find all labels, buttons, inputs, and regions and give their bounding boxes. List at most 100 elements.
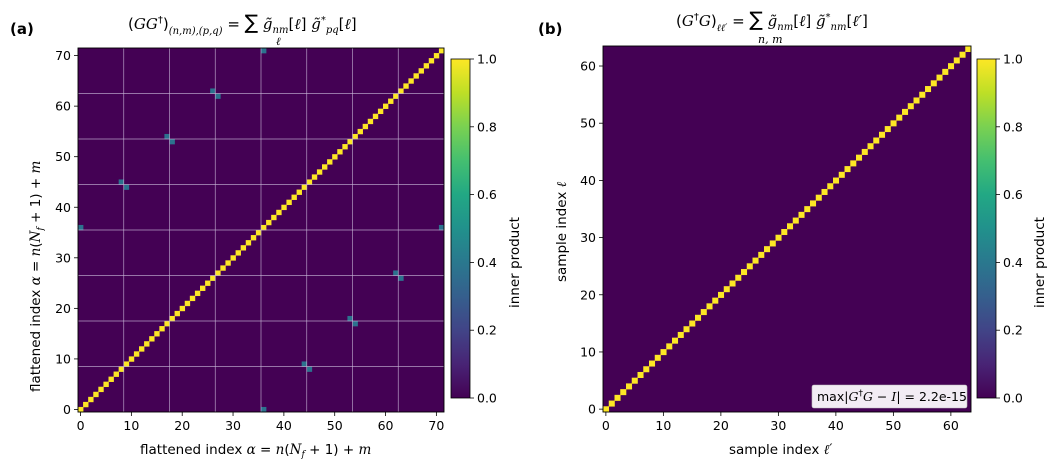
heatmap-diagonal-cell bbox=[885, 126, 891, 132]
heatmap-diagonal-cell bbox=[873, 138, 879, 144]
heatmap-diagonal-cell bbox=[649, 361, 655, 367]
heatmap-diagonal-cell bbox=[246, 240, 251, 245]
x-tick-label: 40 bbox=[276, 418, 292, 433]
colorbar-tick-label: 0.0 bbox=[1003, 391, 1023, 406]
heatmap-diagonal-cell bbox=[908, 103, 914, 109]
heatmap-diagonal-cell bbox=[643, 366, 649, 372]
heatmap-diagonal-cell bbox=[799, 212, 805, 218]
heatmap-diagonal-cell bbox=[261, 225, 266, 230]
svg-text:(GG†)(n,m),(p,q) = ∑ g̃nm[ℓ] g: (GG†)(n,m),(p,q) = ∑ g̃nm[ℓ] g̃*pq[ℓ] bbox=[128, 10, 357, 37]
heatmap-diagonal-cell bbox=[225, 260, 230, 265]
heatmap-diagonal-cell bbox=[281, 205, 286, 210]
heatmap-diagonal-cell bbox=[276, 210, 281, 215]
y-tick-label: 0 bbox=[588, 402, 596, 417]
heatmap-diagonal-cell bbox=[205, 281, 210, 286]
heatmap-diagonal-cell bbox=[609, 401, 615, 407]
heatmap-diagonal-cell bbox=[109, 377, 114, 382]
heatmap-diagonal-cell bbox=[373, 114, 378, 119]
heatmap-cell bbox=[398, 276, 403, 281]
y-tick-label: 10 bbox=[55, 351, 71, 366]
colorbar-tick-label: 0.4 bbox=[477, 255, 497, 270]
heatmap-diagonal-cell bbox=[758, 252, 764, 258]
heatmap-diagonal-cell bbox=[297, 190, 302, 195]
heatmap-diagonal-cell bbox=[850, 160, 856, 166]
heatmap-cell bbox=[124, 185, 129, 190]
heatmap-diagonal-cell bbox=[337, 149, 342, 154]
colorbar-ticks-a: 0.00.20.40.60.81.0 bbox=[470, 52, 497, 406]
heatmap-diagonal-cell bbox=[322, 164, 327, 169]
heatmap-diagonal-cell bbox=[701, 309, 707, 315]
heatmap-diagonal-cell bbox=[856, 155, 862, 161]
heatmap-diagonal-cell bbox=[424, 63, 429, 68]
heatmap-diagonal-cell bbox=[271, 215, 276, 220]
colorbar-tick-label: 0.0 bbox=[477, 391, 497, 406]
svg-text:ℓ: ℓ bbox=[276, 35, 281, 48]
heatmap-diagonal-cell bbox=[960, 52, 966, 58]
heatmap-diagonal-cell bbox=[302, 185, 307, 190]
heatmap-diagonal-cell bbox=[215, 270, 220, 275]
x-tick-label: 10 bbox=[655, 418, 671, 433]
heatmap-cell bbox=[78, 225, 83, 230]
heatmap-diagonal-cell bbox=[914, 97, 920, 103]
y-tick-label: 0 bbox=[63, 402, 71, 417]
heatmap-diagonal-cell bbox=[718, 292, 724, 298]
heatmap-diagonal-cell bbox=[134, 351, 139, 356]
heatmap-diagonal-cell bbox=[781, 229, 787, 235]
heatmap-diagonal-cell bbox=[833, 178, 839, 184]
panel-b: (b) (G†G)ℓℓ′ = ∑ g̃nm[ℓ] g̃*nm[ℓ′] n, m … bbox=[538, 7, 1048, 458]
heatmap-diagonal-cell bbox=[231, 255, 236, 260]
colorbar-label-b: inner product bbox=[1032, 217, 1048, 308]
heatmap-diagonal-cell bbox=[144, 341, 149, 346]
heatmap-cell bbox=[210, 88, 215, 93]
heatmap-diagonal-cell bbox=[317, 169, 322, 174]
colorbar-b bbox=[977, 59, 996, 398]
x-tick-label: 60 bbox=[943, 418, 959, 433]
colorbar-tick-label: 0.6 bbox=[477, 187, 497, 202]
heatmap-diagonal-cell bbox=[266, 220, 271, 225]
heatmap-diagonal-cell bbox=[712, 298, 718, 304]
svg-text:(G†G)ℓℓ′ = ∑ g̃nm[ℓ] g̃*nm[ℓ′]: (G†G)ℓℓ′ = ∑ g̃nm[ℓ] g̃*nm[ℓ′] bbox=[676, 7, 868, 34]
x-tick-label: 0 bbox=[77, 418, 85, 433]
heatmap-diagonal-cell bbox=[919, 92, 925, 98]
heatmap-diagonal-cell bbox=[787, 223, 793, 229]
x-tick-label: 50 bbox=[885, 418, 901, 433]
heatmap-diagonal-cell bbox=[393, 94, 398, 99]
y-tick-label: 50 bbox=[55, 149, 71, 164]
heatmap-diagonal-cell bbox=[159, 326, 164, 331]
panel-b-tag: (b) bbox=[538, 20, 562, 38]
heatmap-diagonal-cell bbox=[241, 245, 246, 250]
heatmap-diagonal-cell bbox=[363, 124, 368, 129]
x-ticks-b: 0 10 20 30 40 50 60 bbox=[602, 412, 959, 433]
heatmap-diagonal-cell bbox=[358, 129, 363, 134]
y-tick-label: 30 bbox=[580, 230, 596, 245]
y-tick-label: 60 bbox=[580, 59, 596, 74]
heatmap-diagonal-cell bbox=[845, 166, 851, 172]
panel-b-title: (G†G)ℓℓ′ = ∑ g̃nm[ℓ] g̃*nm[ℓ′] n, m bbox=[676, 7, 868, 46]
heatmap-diagonal-cell bbox=[236, 250, 241, 255]
heatmap-diagonal-cell bbox=[965, 46, 971, 52]
y-tick-label: 30 bbox=[55, 250, 71, 265]
x-tick-label: 10 bbox=[123, 418, 139, 433]
heatmap-diagonal-cell bbox=[689, 321, 695, 327]
heatmap-diagonal-cell bbox=[684, 326, 690, 332]
y-tick-label: 40 bbox=[55, 200, 71, 215]
colorbar-tick-label: 0.4 bbox=[1003, 255, 1023, 270]
x-tick-label: 20 bbox=[713, 418, 729, 433]
y-axis-label-b: sample index ℓ bbox=[554, 181, 570, 282]
heatmap-diagonal-cell bbox=[695, 315, 701, 321]
heatmap-diagonal-cell bbox=[129, 356, 134, 361]
svg-text:max|G†G − I| = 2.2e-15: max|G†G − I| = 2.2e-15 bbox=[817, 389, 967, 404]
heatmap-diagonal-cell bbox=[347, 139, 352, 144]
heatmap-diagonal-cell bbox=[185, 301, 190, 306]
heatmap-diagonal-cell bbox=[741, 269, 747, 275]
heatmap-diagonal-cell bbox=[638, 372, 644, 378]
y-tick-label: 40 bbox=[580, 173, 596, 188]
colorbar-label-a: inner product bbox=[507, 217, 523, 308]
svg-text:sample index ℓ′: sample index ℓ′ bbox=[729, 442, 832, 458]
heatmap-cell bbox=[261, 48, 266, 53]
heatmap-diagonal-cell bbox=[312, 174, 317, 179]
heatmap-diagonal-cell bbox=[793, 218, 799, 224]
heatmap-diagonal-cell bbox=[119, 367, 124, 372]
heatmap-diagonal-cell bbox=[210, 276, 215, 281]
heatmap-diagonal-cell bbox=[816, 195, 822, 201]
